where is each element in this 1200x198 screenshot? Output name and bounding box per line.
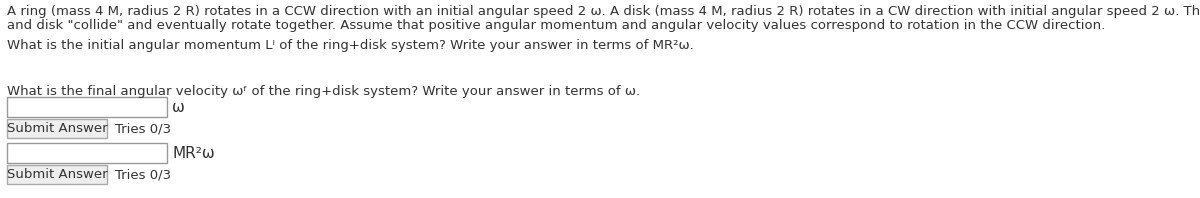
Text: Submit Answer: Submit Answer (7, 122, 107, 135)
Text: Tries 0/3: Tries 0/3 (115, 122, 172, 135)
Text: Tries 0/3: Tries 0/3 (115, 168, 172, 181)
Text: Submit Answer: Submit Answer (7, 168, 107, 181)
Text: A ring (mass 4 M, radius 2 R) rotates in a CCW direction with an initial angular: A ring (mass 4 M, radius 2 R) rotates in… (7, 5, 1200, 18)
FancyBboxPatch shape (7, 143, 167, 163)
Text: MR²ω: MR²ω (172, 146, 215, 161)
Text: and disk "collide" and eventually rotate together. Assume that positive angular : and disk "collide" and eventually rotate… (7, 19, 1105, 32)
Text: What is the final angular velocity ωᶠ of the ring+disk system? Write your answer: What is the final angular velocity ωᶠ of… (7, 85, 640, 98)
FancyBboxPatch shape (7, 119, 107, 138)
FancyBboxPatch shape (7, 97, 167, 117)
Text: What is the initial angular momentum Lᴵ of the ring+disk system? Write your answ: What is the initial angular momentum Lᴵ … (7, 39, 694, 52)
Text: ω: ω (172, 100, 185, 114)
FancyBboxPatch shape (7, 165, 107, 184)
